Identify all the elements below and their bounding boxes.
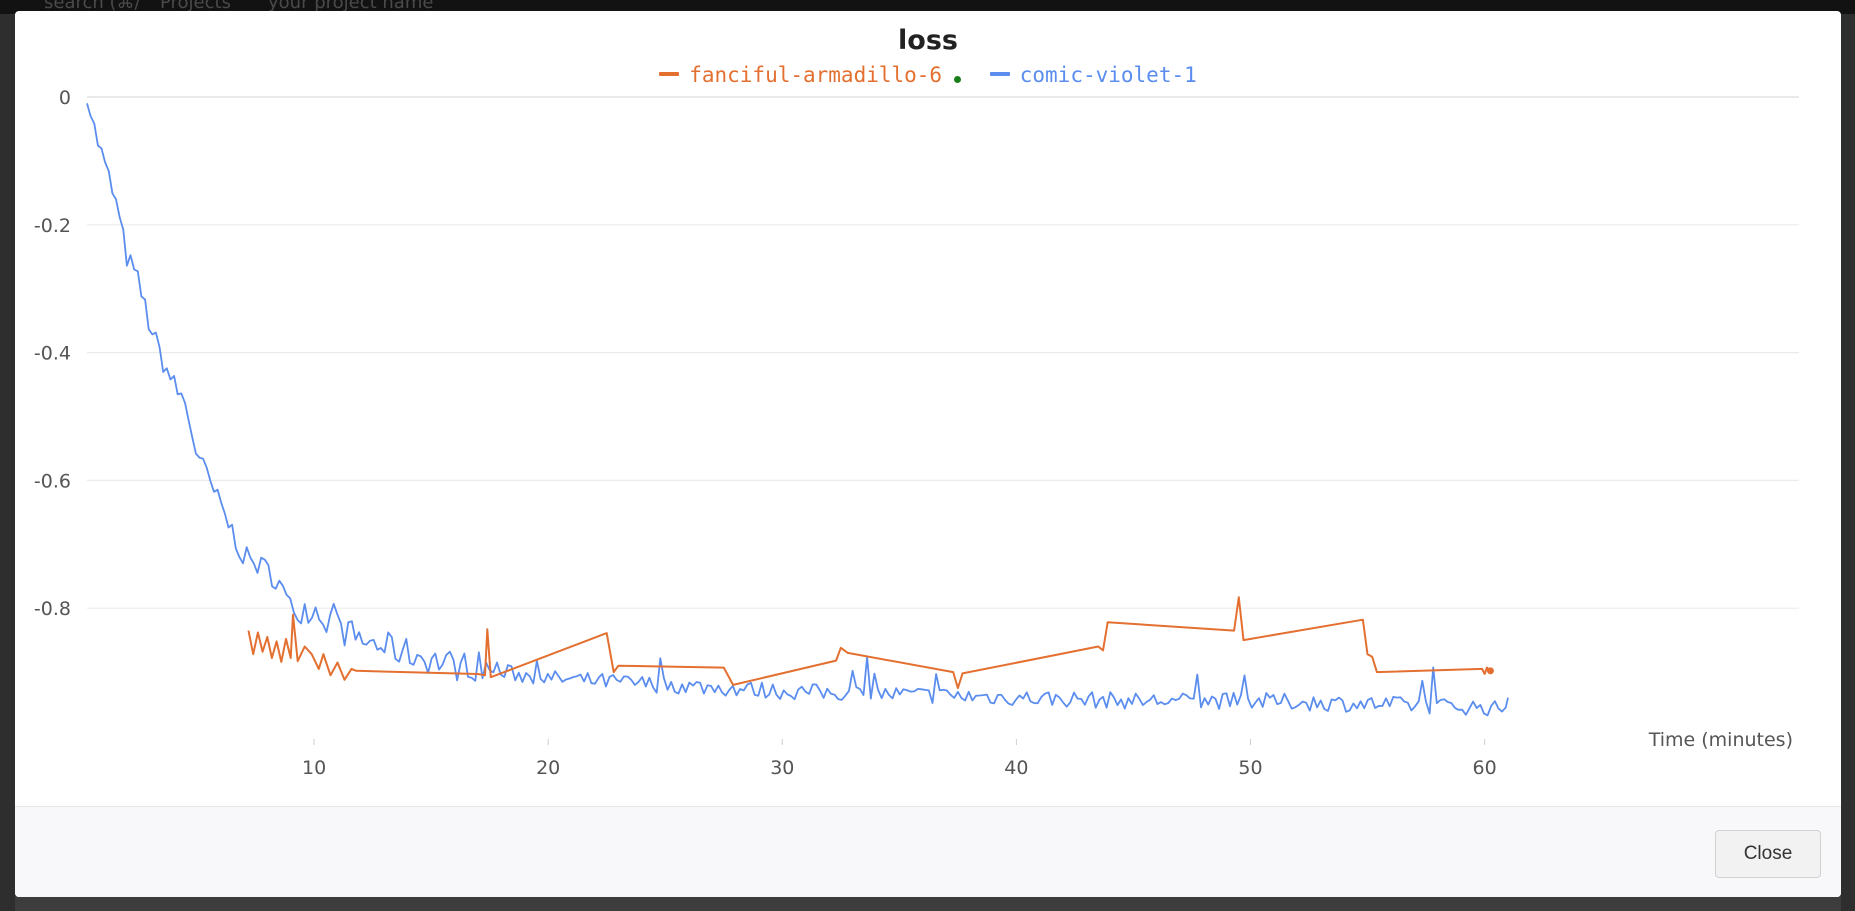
x-axis-label: Time (minutes) — [1648, 729, 1793, 751]
close-button[interactable]: Close — [1715, 830, 1821, 878]
x-tick-label: 60 — [1472, 757, 1496, 779]
background-right-edge — [1841, 14, 1855, 911]
chart-legend: fanciful-armadillo-6 comic-violet-1 — [15, 63, 1841, 87]
chart-title: loss — [898, 25, 958, 56]
legend-item-comic-violet-1[interactable]: comic-violet-1 — [989, 63, 1197, 87]
y-tick-label: -0.6 — [34, 470, 71, 492]
legend-item-fanciful-armadillo-6[interactable]: fanciful-armadillo-6 — [659, 63, 962, 87]
background-projects-text: Projects — [160, 0, 231, 13]
x-tick-label: 40 — [1004, 757, 1028, 779]
legend-label: fanciful-armadillo-6 — [689, 63, 943, 87]
legend-swatch — [659, 72, 680, 76]
series-line-comic-violet-1 — [86, 103, 1509, 717]
x-tick-label: 10 — [302, 757, 326, 779]
x-tick-label: 20 — [536, 757, 560, 779]
x-tick-label: 50 — [1238, 757, 1262, 779]
series-line-fanciful-armadillo-6 — [247, 596, 1492, 690]
background-sidebar — [0, 14, 15, 911]
legend-swatch — [989, 72, 1010, 76]
y-tick-label: -0.4 — [34, 343, 71, 365]
dialog-footer: Close — [15, 806, 1841, 897]
line-chart[interactable]: 0 -0.2 -0.4 -0.6 -0.8 10 20 30 40 50 60 Time (minut… — [15, 11, 1841, 806]
y-tick-label: -0.8 — [34, 598, 71, 620]
y-tick-label: -0.2 — [34, 215, 71, 237]
x-tick-label: 30 — [770, 757, 794, 779]
background-topbar: search (⌘/ Projects your project name — [0, 0, 1855, 14]
background-search-text: search (⌘/ — [44, 0, 141, 13]
background-project-name-text: your project name — [268, 0, 434, 13]
legend-label: comic-violet-1 — [1019, 63, 1197, 87]
y-tick-label: 0 — [59, 87, 71, 109]
series-endpoint-fanciful-armadillo-6 — [1486, 667, 1494, 675]
chart-dialog: loss fanciful-armadillo-6 comic-violet-1… — [15, 11, 1841, 897]
live-run-indicator — [954, 75, 962, 83]
